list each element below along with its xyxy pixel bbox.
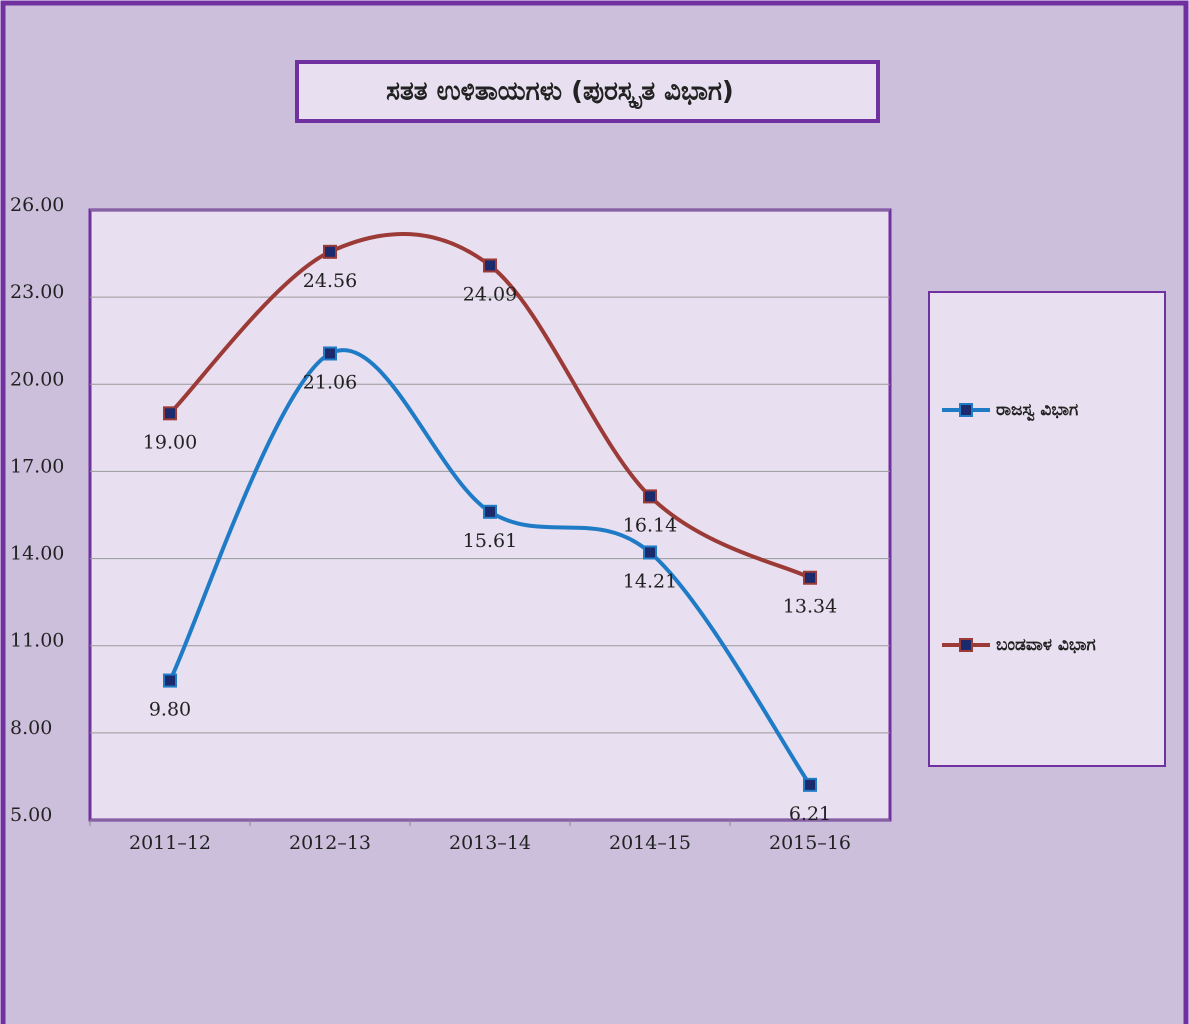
legend-marker [959,403,973,417]
data-label: 13.34 [783,596,837,618]
x-tick-label: 2014–15 [609,832,691,854]
x-tick-label: 2015–16 [769,832,851,854]
data-label: 21.06 [303,371,357,393]
marker [483,504,497,519]
data-label: 16.14 [623,514,677,536]
y-tick-label: 8.00 [10,717,52,739]
data-label: 24.56 [303,270,357,292]
marker [323,346,337,361]
marker [483,258,497,273]
line [168,348,812,786]
marker [163,673,177,688]
marker [323,244,337,259]
legend-marker [959,638,973,652]
data-label: 15.61 [463,530,517,552]
marker [163,406,177,421]
x-tick-label: 2012–13 [289,832,371,854]
legend-label: ಬಂಡವಾಳ ವಿಭಾಗ [996,635,1096,655]
data-label: 24.09 [463,283,517,305]
y-tick-label: 5.00 [10,804,52,826]
y-tick-label: 26.00 [10,194,64,216]
y-tick-label: 20.00 [10,368,64,390]
legend-label: ರಾಜಸ್ವ ವಿಭಾಗ [996,400,1078,422]
y-tick-label: 14.00 [10,543,64,565]
x-tick-label: 2011–12 [129,832,211,854]
x-tick-label: 2013–14 [449,832,531,854]
data-label: 19.00 [143,431,197,453]
marker [803,777,817,792]
marker [643,489,657,504]
data-label: 6.21 [789,803,831,825]
title-box [295,60,880,123]
marker [803,570,817,585]
data-label: 9.80 [149,699,191,721]
data-label: 14.21 [623,570,677,592]
y-tick-label: 11.00 [10,630,64,652]
y-tick-label: 17.00 [10,455,64,477]
y-tick-label: 23.00 [10,281,64,303]
legend-box [928,291,1166,767]
marker [643,545,657,560]
chart-title: ಸತತ ಉಳಿತಾಯಗಳು (ಪುರಸ್ಕೃತ ವಿಭಾಗ) [386,77,734,110]
